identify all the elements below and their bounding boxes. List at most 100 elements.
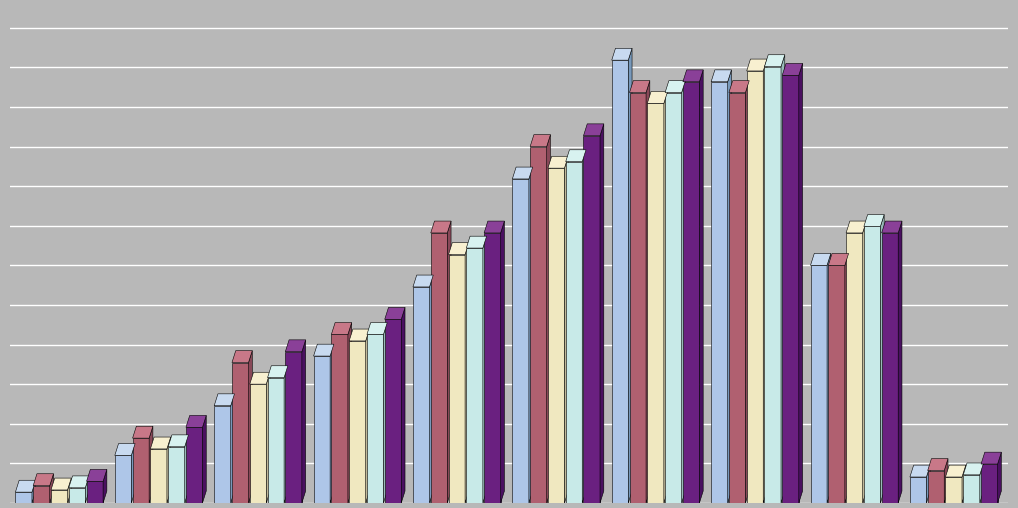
Polygon shape (51, 478, 71, 490)
Polygon shape (746, 71, 764, 503)
Polygon shape (945, 459, 948, 503)
Polygon shape (683, 70, 703, 82)
Polygon shape (51, 490, 67, 503)
Polygon shape (564, 156, 568, 503)
Polygon shape (501, 221, 504, 503)
Polygon shape (284, 366, 288, 503)
Polygon shape (331, 334, 348, 503)
Polygon shape (583, 124, 604, 136)
Polygon shape (746, 59, 767, 71)
Polygon shape (34, 486, 50, 503)
Polygon shape (186, 416, 207, 427)
Polygon shape (330, 344, 334, 503)
Polygon shape (810, 253, 831, 265)
Polygon shape (50, 474, 54, 503)
Polygon shape (846, 233, 862, 503)
Polygon shape (712, 70, 731, 82)
Polygon shape (69, 488, 86, 503)
Polygon shape (910, 465, 930, 477)
Polygon shape (962, 465, 966, 503)
Polygon shape (862, 221, 866, 503)
Polygon shape (927, 470, 945, 503)
Polygon shape (781, 55, 785, 503)
Polygon shape (466, 236, 487, 248)
Polygon shape (765, 67, 781, 503)
Polygon shape (629, 81, 649, 92)
Polygon shape (413, 287, 430, 503)
Polygon shape (600, 124, 604, 503)
Polygon shape (349, 329, 370, 341)
Polygon shape (69, 476, 89, 488)
Polygon shape (466, 248, 483, 503)
Polygon shape (682, 81, 685, 503)
Polygon shape (683, 82, 699, 503)
Polygon shape (449, 255, 465, 503)
Polygon shape (349, 341, 365, 503)
Polygon shape (729, 92, 745, 503)
Polygon shape (926, 465, 930, 503)
Polygon shape (248, 351, 252, 503)
Polygon shape (764, 59, 767, 503)
Polygon shape (249, 372, 270, 384)
Polygon shape (998, 452, 1002, 503)
Polygon shape (712, 82, 728, 503)
Polygon shape (548, 156, 568, 168)
Polygon shape (512, 179, 529, 503)
Polygon shape (15, 492, 32, 503)
Polygon shape (32, 480, 36, 503)
Polygon shape (963, 463, 983, 475)
Polygon shape (846, 221, 866, 233)
Polygon shape (782, 64, 802, 75)
Polygon shape (168, 447, 184, 503)
Polygon shape (981, 464, 998, 503)
Polygon shape (664, 91, 668, 503)
Polygon shape (665, 92, 682, 503)
Polygon shape (314, 356, 330, 503)
Polygon shape (131, 443, 135, 503)
Polygon shape (529, 167, 532, 503)
Polygon shape (184, 435, 188, 503)
Polygon shape (485, 233, 501, 503)
Polygon shape (249, 384, 267, 503)
Polygon shape (214, 394, 234, 406)
Polygon shape (232, 363, 248, 503)
Polygon shape (449, 243, 469, 255)
Polygon shape (132, 426, 153, 438)
Polygon shape (151, 437, 171, 449)
Polygon shape (385, 320, 401, 503)
Polygon shape (566, 162, 582, 503)
Polygon shape (946, 465, 966, 477)
Polygon shape (829, 265, 845, 503)
Polygon shape (115, 443, 135, 455)
Polygon shape (285, 352, 302, 503)
Polygon shape (881, 214, 885, 503)
Polygon shape (646, 81, 649, 503)
Polygon shape (845, 253, 849, 503)
Polygon shape (729, 81, 749, 92)
Polygon shape (485, 221, 504, 233)
Polygon shape (548, 168, 564, 503)
Polygon shape (431, 221, 451, 233)
Polygon shape (530, 146, 547, 503)
Polygon shape (981, 452, 1002, 464)
Polygon shape (384, 323, 387, 503)
Polygon shape (547, 135, 551, 503)
Polygon shape (699, 70, 703, 503)
Polygon shape (87, 481, 103, 503)
Polygon shape (302, 340, 305, 503)
Polygon shape (167, 437, 171, 503)
Polygon shape (566, 150, 586, 162)
Polygon shape (232, 351, 252, 363)
Polygon shape (168, 435, 188, 447)
Polygon shape (431, 233, 447, 503)
Polygon shape (647, 91, 668, 103)
Polygon shape (465, 243, 469, 503)
Polygon shape (203, 416, 207, 503)
Polygon shape (366, 334, 384, 503)
Polygon shape (268, 366, 288, 377)
Polygon shape (582, 150, 586, 503)
Polygon shape (331, 323, 351, 334)
Polygon shape (979, 463, 983, 503)
Polygon shape (67, 478, 71, 503)
Polygon shape (268, 377, 284, 503)
